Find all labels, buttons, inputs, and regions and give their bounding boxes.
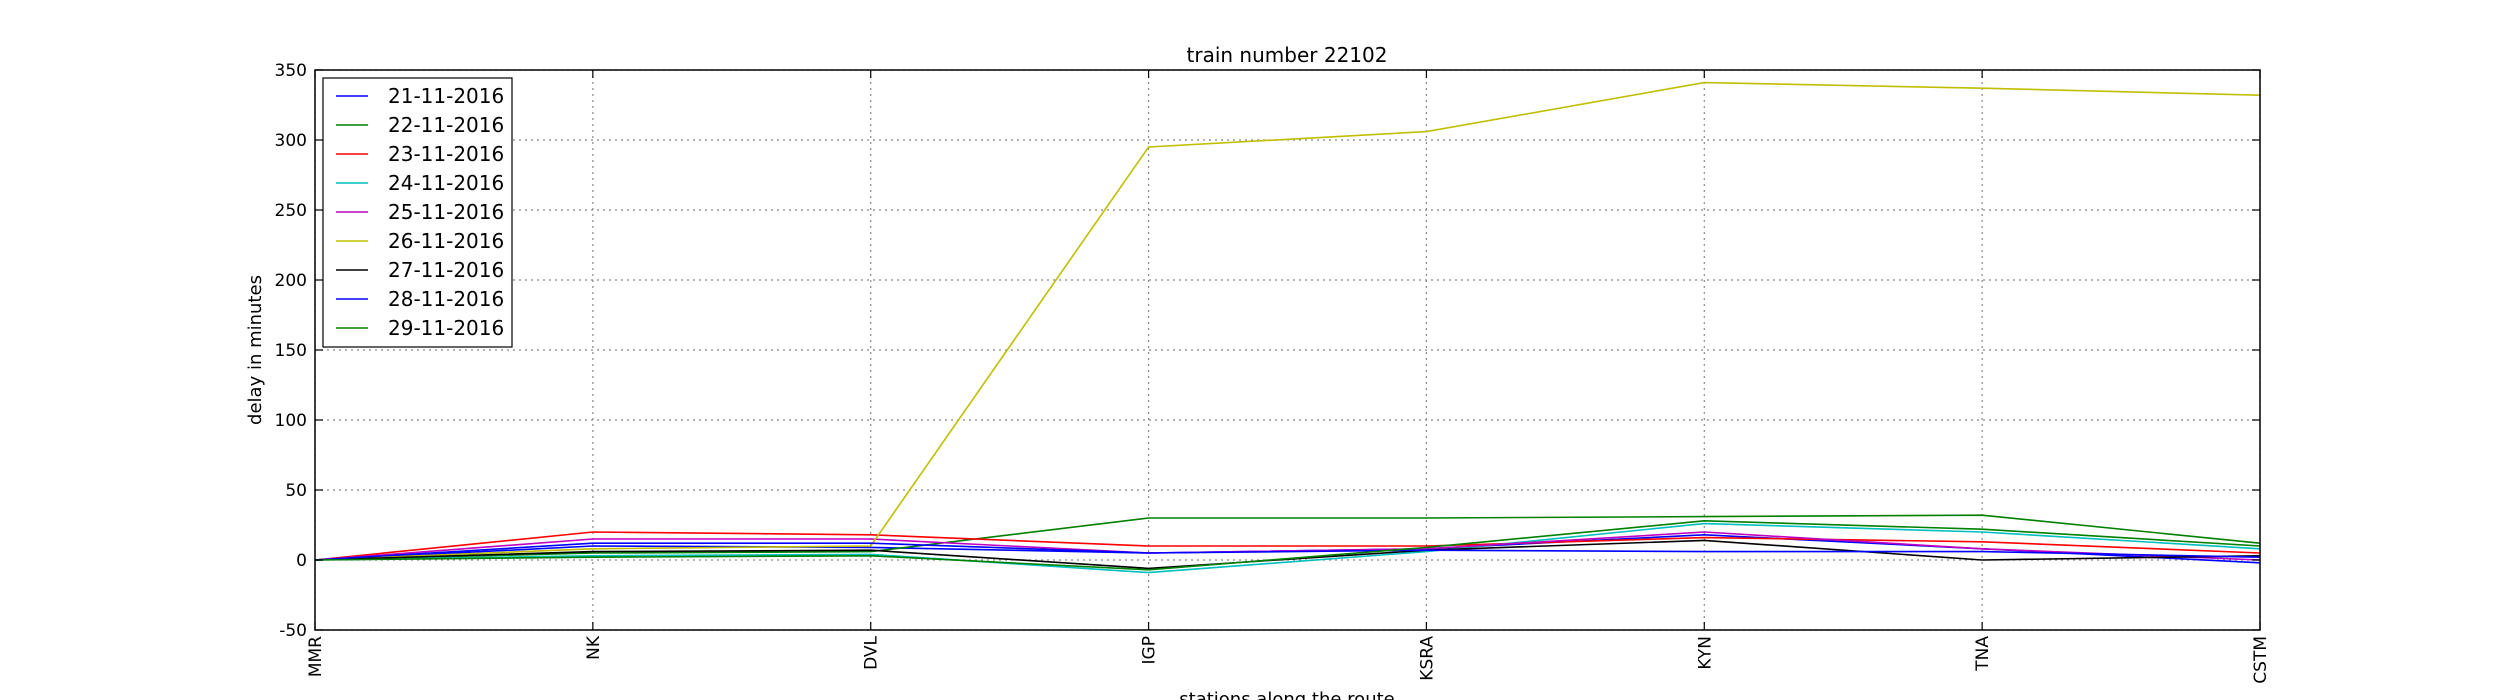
x-axis-label: stations along the route — [1179, 689, 1394, 700]
y-axis-label: delay in minutes — [245, 275, 266, 425]
legend-label: 26-11-2016 — [388, 229, 504, 253]
x-tick-label: TNA — [1973, 636, 1993, 672]
series-line-23-11-2016 — [314, 531, 2261, 561]
y-tick-label: 200 — [275, 271, 307, 291]
x-tick-label: KYN — [1695, 636, 1715, 670]
series-line-24-11-2016 — [314, 522, 2261, 574]
legend-label: 27-11-2016 — [388, 258, 504, 282]
series-line-22-11-2016 — [314, 514, 2261, 561]
series-line-26-11-2016 — [314, 81, 2261, 561]
legend: 21-11-2016 22-11-2016 23-11-2016 24-11-2016… — [322, 77, 513, 348]
legend-label: 24-11-2016 — [388, 171, 504, 195]
x-tick-label: MMR — [306, 636, 326, 677]
legend-label: 25-11-2016 — [388, 200, 504, 224]
legend-label: 29-11-2016 — [388, 316, 504, 340]
x-axis-ticks: MMR NK DVL IGP KSRA KYN TNA CSTM — [306, 70, 2271, 684]
x-tick-label: NK — [584, 635, 604, 660]
legend-label: 22-11-2016 — [388, 113, 504, 137]
legend-label: 23-11-2016 — [388, 142, 504, 166]
y-tick-label: 250 — [275, 201, 307, 221]
legend-label: 28-11-2016 — [388, 287, 504, 311]
series-lines — [314, 81, 2261, 574]
y-tick-label: 50 — [285, 481, 307, 501]
legend-label: 21-11-2016 — [388, 84, 504, 108]
y-tick-label: 300 — [275, 131, 307, 151]
y-axis-ticks: -50 0 50 100 150 200 250 300 350 — [275, 61, 2260, 641]
y-tick-label: 0 — [296, 551, 307, 571]
y-tick-label: -50 — [279, 621, 307, 641]
series-line-29-11-2016 — [314, 519, 2261, 571]
x-tick-label: CSTM — [2251, 636, 2271, 684]
x-tick-label: KSRA — [1417, 636, 1437, 681]
x-tick-label: IGP — [1140, 636, 1160, 664]
y-tick-label: 100 — [275, 411, 307, 431]
y-tick-label: 350 — [275, 61, 307, 81]
y-tick-label: 150 — [275, 341, 307, 361]
chart-title: train number 22102 — [1187, 43, 1388, 67]
x-tick-label: DVL — [862, 635, 882, 669]
series-line-28-11-2016 — [314, 542, 2261, 561]
